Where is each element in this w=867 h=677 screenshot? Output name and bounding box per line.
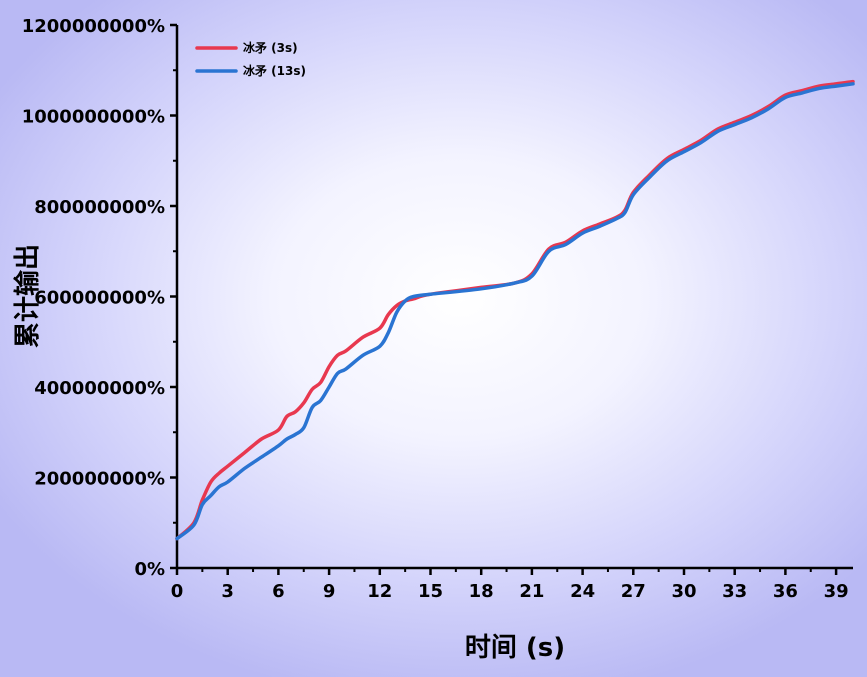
x-tick-label: 15	[418, 581, 443, 602]
x-tick-label: 27	[621, 581, 646, 602]
y-tick-label: 800000000%	[34, 197, 165, 218]
x-tick-label: 3	[221, 581, 234, 602]
legend: 冰矛 (3s) 冰矛 (13s)	[195, 40, 306, 78]
legend-label: 冰矛 (3s)	[243, 40, 298, 55]
x-tick-label: 39	[824, 581, 849, 602]
legend-label: 冰矛 (13s)	[243, 63, 306, 78]
x-tick-label: 6	[272, 581, 285, 602]
x-tick-label: 21	[519, 581, 544, 602]
x-axis-title: 时间 (s)	[465, 633, 565, 663]
y-tick-label: 600000000%	[34, 288, 165, 309]
x-tick-label: 36	[773, 581, 798, 602]
y-tick-label: 400000000%	[34, 378, 165, 399]
y-tick-label: 1000000000%	[22, 107, 165, 128]
y-ticks: 0% 200000000% 400000000% 600000000% 80000000…	[22, 16, 177, 580]
series-layer	[175, 79, 855, 541]
y-tick-label: 1200000000%	[22, 16, 165, 37]
x-tick-label: 24	[570, 581, 595, 602]
series-line-1	[175, 79, 855, 541]
x-tick-label: 0	[171, 581, 184, 602]
series-line-2	[175, 82, 855, 541]
x-tick-label: 12	[367, 581, 392, 602]
x-tick-label: 9	[323, 581, 336, 602]
x-tick-label: 30	[671, 581, 696, 602]
x-ticks: 0 3 6 9 12 15 18 21 24 27 30 33 36 39	[171, 568, 849, 602]
y-tick-label: 0%	[134, 559, 165, 580]
y-axis-title: 累计输出	[12, 244, 43, 348]
plot-area: 0% 200000000% 400000000% 600000000% 80000000…	[22, 16, 855, 602]
y-tick-label: 200000000%	[34, 469, 165, 490]
x-tick-label: 33	[722, 581, 747, 602]
x-tick-label: 18	[469, 581, 494, 602]
